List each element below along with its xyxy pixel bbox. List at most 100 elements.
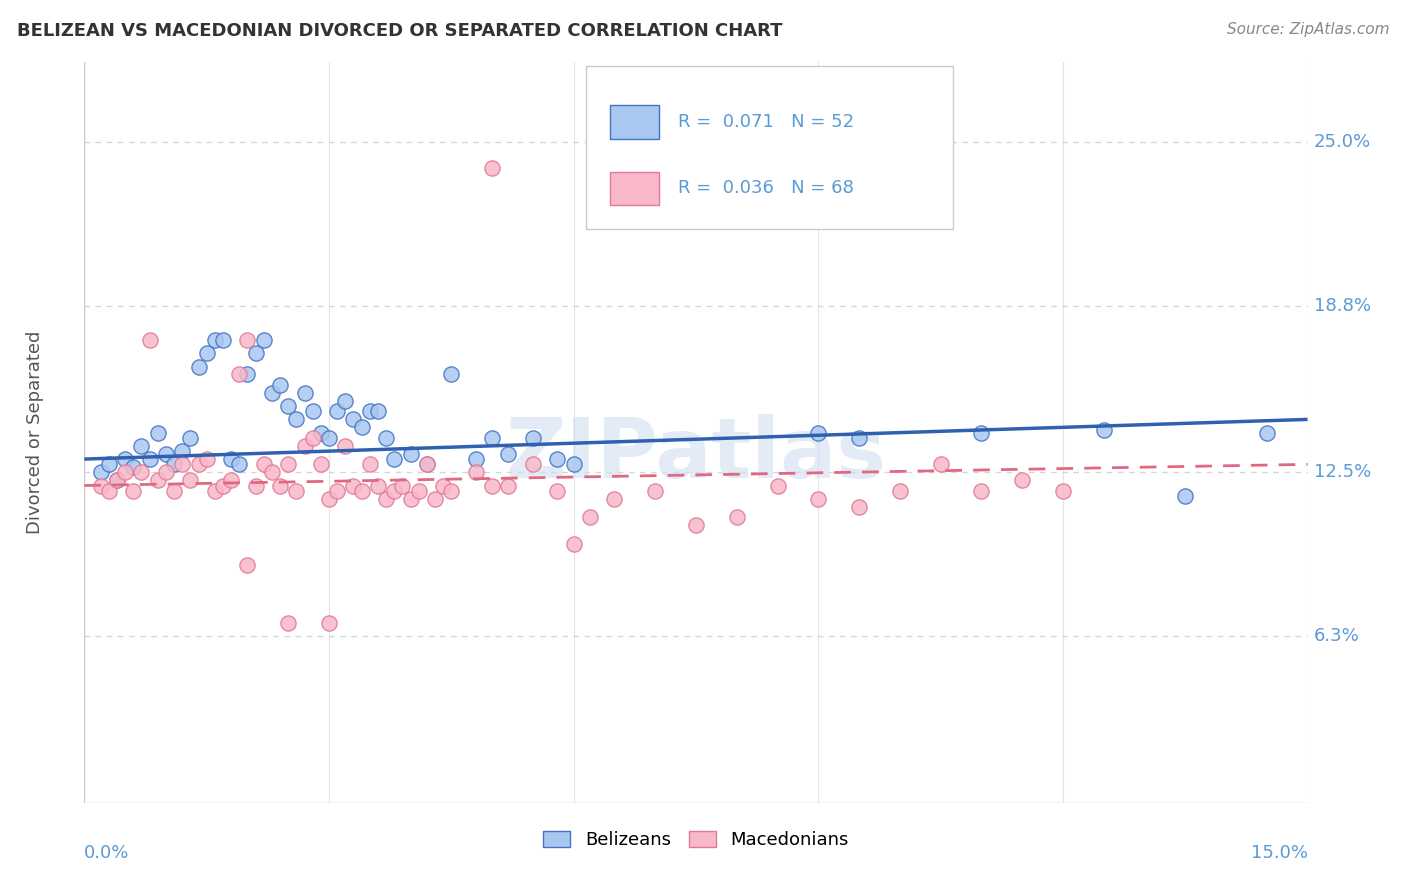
Point — [301, 404, 323, 418]
Point — [294, 386, 316, 401]
Point — [253, 458, 276, 472]
Point — [359, 458, 381, 472]
Point — [318, 615, 340, 630]
Point — [562, 536, 585, 550]
Point — [1052, 483, 1074, 498]
Text: BELIZEAN VS MACEDONIAN DIVORCED OR SEPARATED CORRELATION CHART: BELIZEAN VS MACEDONIAN DIVORCED OR SEPAR… — [17, 22, 782, 40]
Point — [848, 500, 870, 514]
Point — [204, 333, 226, 347]
Point — [285, 483, 308, 498]
Point — [375, 431, 398, 445]
Point — [163, 483, 186, 498]
Point — [90, 465, 112, 479]
Point — [335, 439, 357, 453]
Point — [105, 473, 128, 487]
Point — [1011, 473, 1033, 487]
Point — [807, 425, 830, 440]
Text: 25.0%: 25.0% — [1313, 133, 1371, 151]
Point — [138, 333, 160, 347]
Point — [522, 431, 544, 445]
Point — [253, 333, 276, 347]
Point — [236, 333, 259, 347]
Point — [187, 458, 209, 472]
Point — [277, 615, 299, 630]
Point — [522, 458, 544, 472]
Point — [970, 483, 993, 498]
Point — [335, 393, 357, 408]
Point — [97, 483, 120, 498]
Point — [155, 447, 177, 461]
Point — [131, 439, 153, 453]
FancyBboxPatch shape — [610, 105, 659, 138]
Legend: Belizeans, Macedonians: Belizeans, Macedonians — [536, 824, 856, 856]
Point — [301, 431, 323, 445]
Point — [408, 483, 430, 498]
Point — [423, 491, 446, 506]
Point — [399, 491, 422, 506]
Point — [236, 558, 259, 572]
Point — [342, 412, 364, 426]
Point — [1174, 489, 1197, 503]
Text: R =  0.036   N = 68: R = 0.036 N = 68 — [678, 179, 853, 197]
Point — [579, 510, 602, 524]
FancyBboxPatch shape — [610, 172, 659, 205]
Point — [260, 386, 283, 401]
Text: 6.3%: 6.3% — [1313, 627, 1360, 645]
Text: 15.0%: 15.0% — [1250, 844, 1308, 862]
Point — [929, 458, 952, 472]
Point — [391, 478, 413, 492]
Text: Divorced or Separated: Divorced or Separated — [27, 331, 45, 534]
Point — [187, 359, 209, 374]
Point — [889, 483, 911, 498]
Point — [172, 444, 194, 458]
Point — [97, 458, 120, 472]
Point — [245, 478, 267, 492]
Text: R =  0.071   N = 52: R = 0.071 N = 52 — [678, 112, 853, 130]
Point — [807, 491, 830, 506]
Text: 0.0%: 0.0% — [84, 844, 129, 862]
Point — [1092, 423, 1115, 437]
Point — [269, 478, 291, 492]
Point — [122, 460, 145, 475]
Point — [172, 458, 194, 472]
Point — [375, 491, 398, 506]
Point — [277, 458, 299, 472]
Point — [228, 368, 250, 382]
Point — [326, 404, 349, 418]
Point — [562, 458, 585, 472]
Point — [212, 333, 235, 347]
Text: ZIPatlas: ZIPatlas — [506, 414, 886, 495]
Point — [359, 404, 381, 418]
Point — [498, 478, 520, 492]
Point — [195, 346, 218, 360]
Point — [603, 491, 626, 506]
Point — [122, 483, 145, 498]
Point — [318, 491, 340, 506]
Point — [481, 478, 503, 492]
Text: 18.8%: 18.8% — [1313, 297, 1371, 315]
Point — [163, 458, 186, 472]
Point — [326, 483, 349, 498]
Point — [269, 378, 291, 392]
Point — [1256, 425, 1278, 440]
Point — [464, 465, 486, 479]
Point — [146, 473, 169, 487]
Point — [970, 425, 993, 440]
Point — [236, 368, 259, 382]
Point — [114, 452, 136, 467]
Point — [644, 483, 666, 498]
Point — [90, 478, 112, 492]
Point — [399, 447, 422, 461]
Point — [498, 447, 520, 461]
Point — [481, 431, 503, 445]
Point — [848, 431, 870, 445]
Point — [725, 510, 748, 524]
Point — [309, 425, 332, 440]
Point — [155, 465, 177, 479]
Point — [766, 478, 789, 492]
Point — [204, 483, 226, 498]
Point — [367, 478, 389, 492]
Point — [440, 368, 463, 382]
Point — [546, 483, 568, 498]
Point — [432, 478, 454, 492]
